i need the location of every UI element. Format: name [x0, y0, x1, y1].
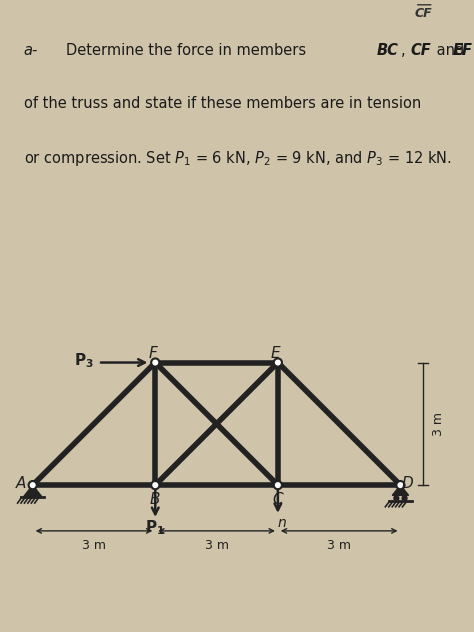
Text: 3 m: 3 m	[432, 412, 445, 436]
Text: F: F	[149, 346, 158, 361]
Text: $\mathbf{P_3}$: $\mathbf{P_3}$	[74, 351, 94, 370]
Circle shape	[28, 481, 37, 489]
Text: a-: a-	[24, 43, 38, 58]
Circle shape	[274, 358, 282, 367]
Polygon shape	[24, 485, 42, 497]
Text: or compression. Set $P_1$ = 6 kN, $P_2$ = 9 kN, and $P_3$ = 12 kN.: or compression. Set $P_1$ = 6 kN, $P_2$ …	[24, 149, 452, 168]
Text: 3 m: 3 m	[205, 539, 228, 552]
Text: $\mathbf{P_1}$: $\mathbf{P_1}$	[146, 519, 165, 537]
Text: of the truss and state if these members are in tension: of the truss and state if these members …	[24, 96, 421, 111]
Text: $\it{n}$: $\it{n}$	[277, 516, 287, 530]
Text: 3 m: 3 m	[82, 539, 106, 552]
Text: CF: CF	[410, 43, 431, 58]
Polygon shape	[392, 485, 409, 495]
Text: ,: ,	[401, 43, 410, 58]
Text: D: D	[402, 475, 414, 490]
Text: B: B	[150, 492, 161, 507]
Circle shape	[151, 358, 159, 367]
Text: BC: BC	[377, 43, 399, 58]
Text: CF: CF	[415, 7, 432, 20]
Text: and: and	[432, 43, 469, 58]
Circle shape	[151, 481, 159, 489]
Text: C: C	[273, 492, 283, 507]
Circle shape	[394, 495, 399, 501]
Text: EF: EF	[453, 43, 473, 58]
Circle shape	[396, 481, 404, 489]
Text: A: A	[16, 475, 27, 490]
Text: 3 m: 3 m	[327, 539, 351, 552]
Text: E: E	[271, 346, 281, 361]
Text: Determine the force in members: Determine the force in members	[66, 43, 311, 58]
Circle shape	[402, 495, 407, 501]
Circle shape	[274, 481, 282, 489]
